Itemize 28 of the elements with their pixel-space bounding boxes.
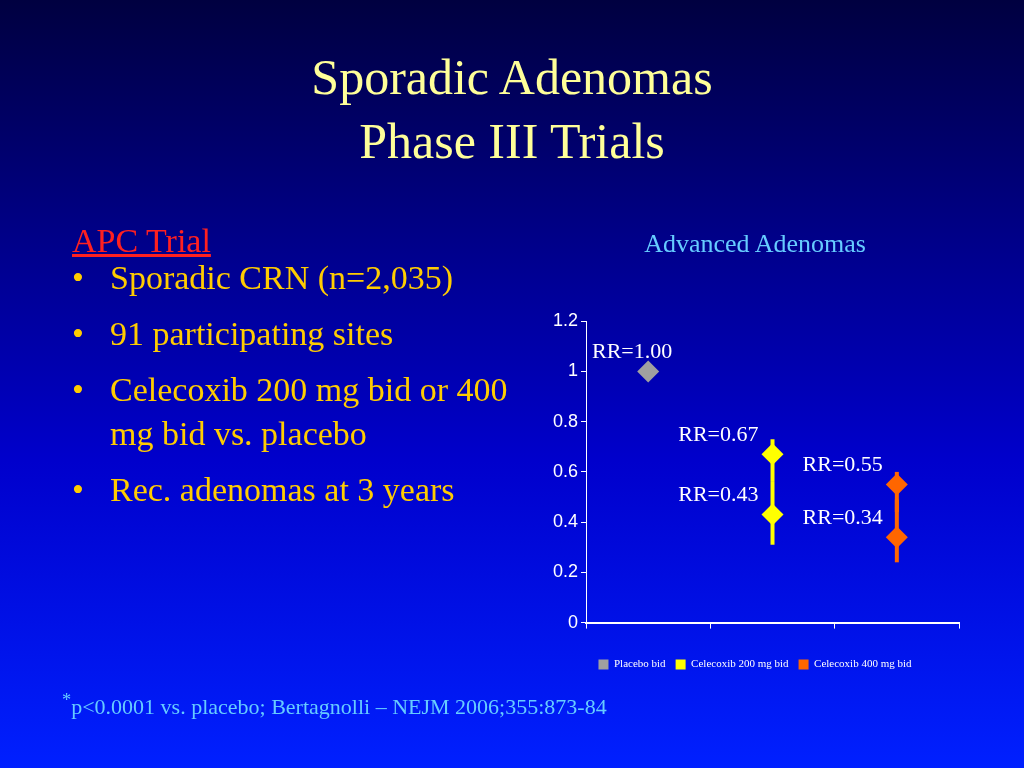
legend-label: Placebo bid bbox=[613, 657, 667, 670]
y-tick-label: 0.4 bbox=[552, 511, 579, 532]
text: • Sporadic CRN (n=2,035) bbox=[72, 258, 454, 298]
data-label: RR=0.34 bbox=[802, 503, 883, 529]
y-tick-label: 0 bbox=[568, 611, 579, 632]
point bbox=[637, 360, 660, 383]
point bbox=[761, 503, 784, 526]
text: • Rec. adenomas at 3 years bbox=[72, 470, 455, 510]
legend-label: Celecoxib 200 mg bid bbox=[691, 657, 790, 670]
text: $^{*}$p<0.0001 vs. placebo; Bertagnolli – NEJM 2006;355:873-84 bbox=[62, 690, 607, 721]
point bbox=[885, 473, 908, 496]
data-label: RR=0.43 bbox=[678, 481, 759, 507]
text: APC Trial bbox=[72, 222, 211, 260]
text: • 91 participating sites bbox=[72, 314, 394, 354]
legend-label: Celecoxib 400 mg bid bbox=[814, 657, 913, 670]
y-tick-label: 1 bbox=[568, 360, 579, 381]
y-tick-label: 0.8 bbox=[552, 410, 579, 431]
point bbox=[885, 526, 908, 549]
point bbox=[761, 443, 784, 466]
data-label: RR=0.55 bbox=[802, 451, 883, 477]
chart-subtitle: Advanced Adenomas bbox=[644, 229, 866, 259]
y-tick-label: 1.2 bbox=[552, 310, 579, 331]
text: • Celecoxib 200 mg bid or 400 mg bid vs. placebo bbox=[72, 370, 509, 454]
y-tick-label: 0.6 bbox=[552, 460, 579, 481]
data-label: RR=0.67 bbox=[678, 421, 759, 447]
chart-title: Sporadic Adenomas Phase III Trials bbox=[310, 48, 714, 171]
y-tick-label: 0.2 bbox=[552, 561, 579, 582]
data-label: RR=1.00 bbox=[592, 338, 673, 364]
